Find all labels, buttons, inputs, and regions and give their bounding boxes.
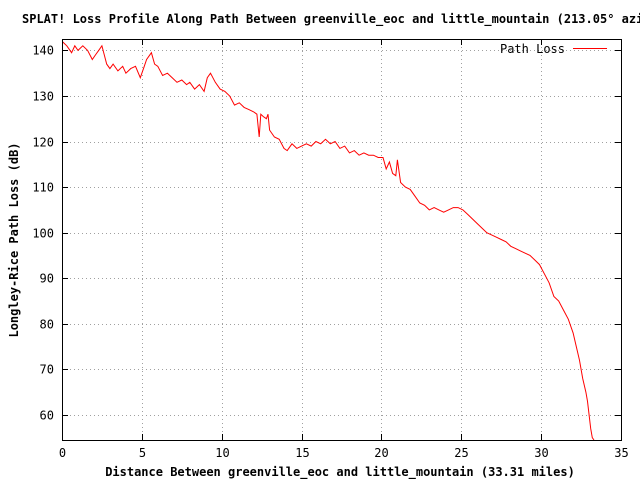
plot-frame bbox=[62, 39, 622, 441]
y-tick-label: 80 bbox=[40, 318, 54, 332]
y-axis-label: Longley-Rice Path Loss (dB) bbox=[7, 142, 21, 337]
x-axis-ticks: 0 5 10 15 20 25 30 35 bbox=[59, 39, 629, 460]
grid-lines bbox=[62, 39, 621, 440]
legend-label: Path Loss bbox=[500, 42, 565, 56]
x-tick-label: 5 bbox=[139, 446, 146, 460]
path-loss-series-line bbox=[62, 40, 595, 440]
y-tick-label: 130 bbox=[32, 90, 54, 104]
chart-title: SPLAT! Loss Profile Along Path Between g… bbox=[22, 12, 640, 27]
legend: Path Loss bbox=[500, 42, 607, 56]
x-tick-label: 0 bbox=[59, 446, 66, 460]
x-tick-label: 30 bbox=[534, 446, 548, 460]
x-tick-label: 20 bbox=[374, 446, 388, 460]
y-tick-label: 120 bbox=[32, 136, 54, 150]
y-tick-label: 110 bbox=[32, 181, 54, 195]
x-axis-label: Distance Between greenville_eoc and litt… bbox=[105, 465, 575, 480]
y-tick-label: 100 bbox=[32, 227, 54, 241]
y-tick-label: 60 bbox=[40, 409, 54, 423]
y-axis-ticks: 60 70 80 90 100 110 120 130 140 bbox=[32, 44, 621, 423]
y-tick-label: 70 bbox=[40, 363, 54, 377]
x-tick-label: 35 bbox=[614, 446, 628, 460]
x-tick-label: 25 bbox=[454, 446, 468, 460]
y-tick-label: 140 bbox=[32, 44, 54, 58]
x-tick-label: 15 bbox=[295, 446, 309, 460]
y-tick-label: 90 bbox=[40, 272, 54, 286]
x-tick-label: 10 bbox=[215, 446, 229, 460]
